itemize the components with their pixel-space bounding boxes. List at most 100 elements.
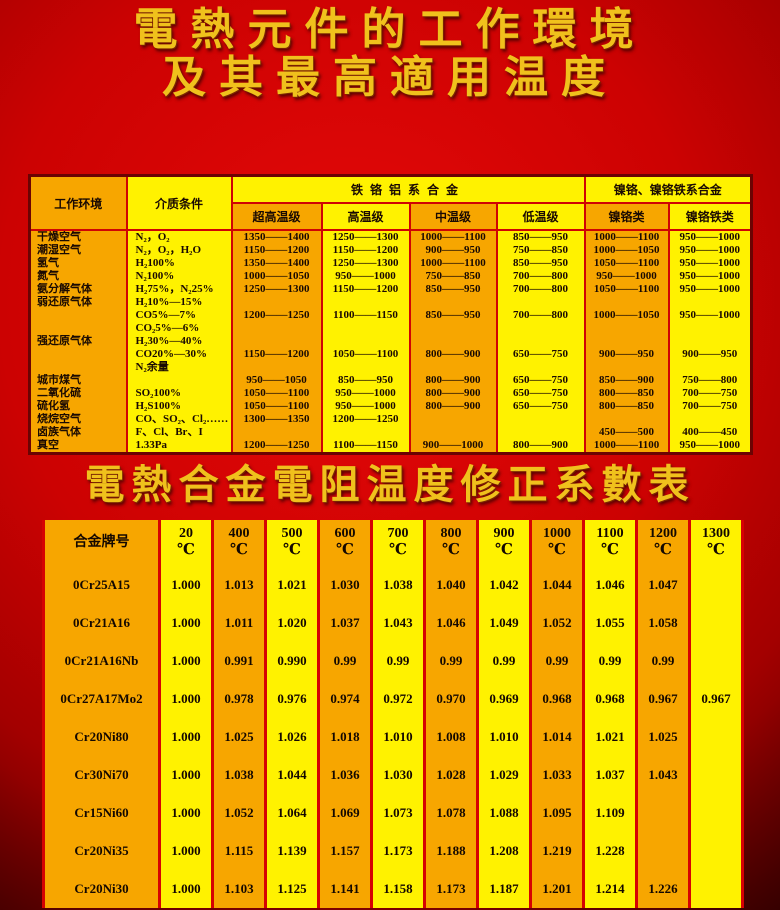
coef-value-cell: 1.103 xyxy=(211,870,267,908)
coef-value-cell: 0.970 xyxy=(423,680,479,718)
env-header-group-row: 工作环境 介质条件 铁铬铝系合金 镍铬、镍铬铁系合金 xyxy=(28,174,753,231)
env-cell: 950——1000 xyxy=(667,257,753,270)
env-cell xyxy=(583,296,670,309)
coef-col-header-temp: 500 ℃ xyxy=(264,520,320,566)
env-cell xyxy=(495,322,586,335)
env-cell: 850——950 xyxy=(408,283,498,296)
coef-value-cell: 1.020 xyxy=(264,604,320,642)
coef-value-cell: 1.109 xyxy=(582,794,638,832)
env-cell: 1250——1300 xyxy=(230,283,323,296)
coef-col-header-temp: 600 ℃ xyxy=(317,520,373,566)
coef-row: 0Cr21A16 1.000 1.011 1.020 1.037 1.043 1.046 1.… xyxy=(42,604,744,642)
env-cell: 800——900 xyxy=(408,400,498,413)
coef-value-cell: 1.021 xyxy=(264,566,320,604)
env-cell: 850——900 xyxy=(583,374,670,387)
env-cell: 1350——1400 xyxy=(230,257,323,270)
env-cell: 1150——1200 xyxy=(320,283,411,296)
env-cell: 1250——1300 xyxy=(320,257,411,270)
env-cell: 850——950 xyxy=(495,230,586,244)
coef-value-cell: 0.991 xyxy=(211,642,267,680)
env-cell: 950——1000 xyxy=(667,244,753,257)
env-cell xyxy=(583,413,670,426)
env-cell: 1150——1200 xyxy=(320,244,411,257)
env-cell: 800——900 xyxy=(408,374,498,387)
coef-value-cell xyxy=(635,794,691,832)
env-cell: 氮气 xyxy=(28,270,128,283)
coef-value-cell: 1.069 xyxy=(317,794,373,832)
coef-value-cell: 1.187 xyxy=(476,870,532,908)
env-cell: 城市煤气 xyxy=(28,374,128,387)
coef-value-cell: 1.011 xyxy=(211,604,267,642)
coef-value-cell: 1.141 xyxy=(317,870,373,908)
env-cell: 450——500 xyxy=(583,426,670,439)
coef-value-cell: 0.99 xyxy=(635,642,691,680)
env-cell xyxy=(320,361,411,374)
env-cell: 1350——1400 xyxy=(230,230,323,244)
coef-value-cell: 1.000 xyxy=(158,680,214,718)
coef-col-header-temp: 1100 ℃ xyxy=(582,520,638,566)
coef-value-cell: 1.208 xyxy=(476,832,532,870)
coef-grade-cell: Cr20Ni80 xyxy=(42,718,161,756)
coef-value-cell: 1.173 xyxy=(423,870,479,908)
coef-col-header-temp: 1300 ℃ xyxy=(688,520,744,566)
env-cell: 1300——1350 xyxy=(230,413,323,426)
env-cell: 1200——1250 xyxy=(230,309,323,322)
coef-value-cell: 1.010 xyxy=(476,718,532,756)
coef-value-cell: 1.000 xyxy=(158,756,214,794)
env-row: 氮气 N₂100% 1000——1050 950——1000 750——850 700——… xyxy=(28,270,753,283)
env-header-grade-row: 超高温级 高温级 中温级 低温级 镍铬类 镍铬铁类 xyxy=(30,202,753,231)
coef-grade-cell: 0Cr27A17Mo2 xyxy=(42,680,161,718)
env-cell: 氢气 xyxy=(28,257,128,270)
coef-row: Cr20Ni30 1.000 1.103 1.125 1.141 1.158 1.173 1.… xyxy=(42,870,744,908)
env-cell xyxy=(667,322,753,335)
coef-value-cell: 1.139 xyxy=(264,832,320,870)
env-cell xyxy=(583,322,670,335)
env-cell: H₂30%—40% xyxy=(125,335,233,348)
coef-value-cell xyxy=(688,794,744,832)
env-sub-header-ultra-high: 超高温级 xyxy=(230,202,323,231)
env-cell: 1050——1100 xyxy=(320,348,411,361)
env-cell: 1050——1100 xyxy=(583,283,670,296)
coef-value-cell: 0.976 xyxy=(264,680,320,718)
env-cell: 1000——1050 xyxy=(583,244,670,257)
coef-grade-cell: 0Cr21A16Nb xyxy=(42,642,161,680)
coef-value-cell: 1.158 xyxy=(370,870,426,908)
env-cell: 950——1000 xyxy=(667,439,753,454)
env-cell xyxy=(230,322,323,335)
env-cell: CO5%—7% xyxy=(125,309,233,322)
coef-value-cell: 1.046 xyxy=(582,566,638,604)
env-cell: 650——750 xyxy=(495,348,586,361)
env-cell: 950——1050 xyxy=(230,374,323,387)
env-col-header-environment: 工作环境 xyxy=(28,174,128,231)
coef-value-cell: 1.033 xyxy=(529,756,585,794)
env-cell: F、Cl、Br、I xyxy=(125,426,233,439)
coef-value-cell: 1.029 xyxy=(476,756,532,794)
coef-value-cell: 1.036 xyxy=(317,756,373,794)
coef-col-header-temp: 1000 ℃ xyxy=(529,520,585,566)
env-sub-header-medium: 中温级 xyxy=(408,202,498,231)
env-cell: 1000——1100 xyxy=(408,257,498,270)
env-cell: 700——800 xyxy=(495,270,586,283)
env-cell: 750——800 xyxy=(667,374,753,387)
env-cell: 950——1000 xyxy=(667,283,753,296)
coef-value-cell: 0.990 xyxy=(264,642,320,680)
coef-value-cell: 1.000 xyxy=(158,794,214,832)
env-cell: H₂100% xyxy=(125,257,233,270)
coef-grade-cell: Cr30Ni70 xyxy=(42,756,161,794)
env-row: 卤族气体 F、Cl、Br、I 450——500 400——450 xyxy=(28,426,753,439)
env-cell: CO20%—30% xyxy=(125,348,233,361)
env-cell: 850——950 xyxy=(320,374,411,387)
env-row: 烧烷空气 CO、SO₂、Cl₂…… 1300——1350 1200——1250 xyxy=(28,413,753,426)
coef-value-cell xyxy=(688,566,744,604)
coef-value-cell: 1.046 xyxy=(423,604,479,642)
coef-header-row: 合金牌号 20 ℃ 400 ℃ 500 ℃ 600 ℃ 700 ℃ 800 ℃ 900 ℃ 1000 ℃ 110… xyxy=(42,520,744,566)
coef-grade-cell: Cr20Ni30 xyxy=(42,870,161,908)
coef-value-cell: 1.043 xyxy=(370,604,426,642)
env-cell: 1200——1250 xyxy=(320,413,411,426)
env-row: 氢气 H₂100% 1350——1400 1250——1300 1000——1100 85… xyxy=(28,257,753,270)
env-cell xyxy=(667,361,753,374)
coef-value-cell: 1.052 xyxy=(529,604,585,642)
coef-value-cell: 1.000 xyxy=(158,870,214,908)
env-cell: 1250——1300 xyxy=(320,230,411,244)
